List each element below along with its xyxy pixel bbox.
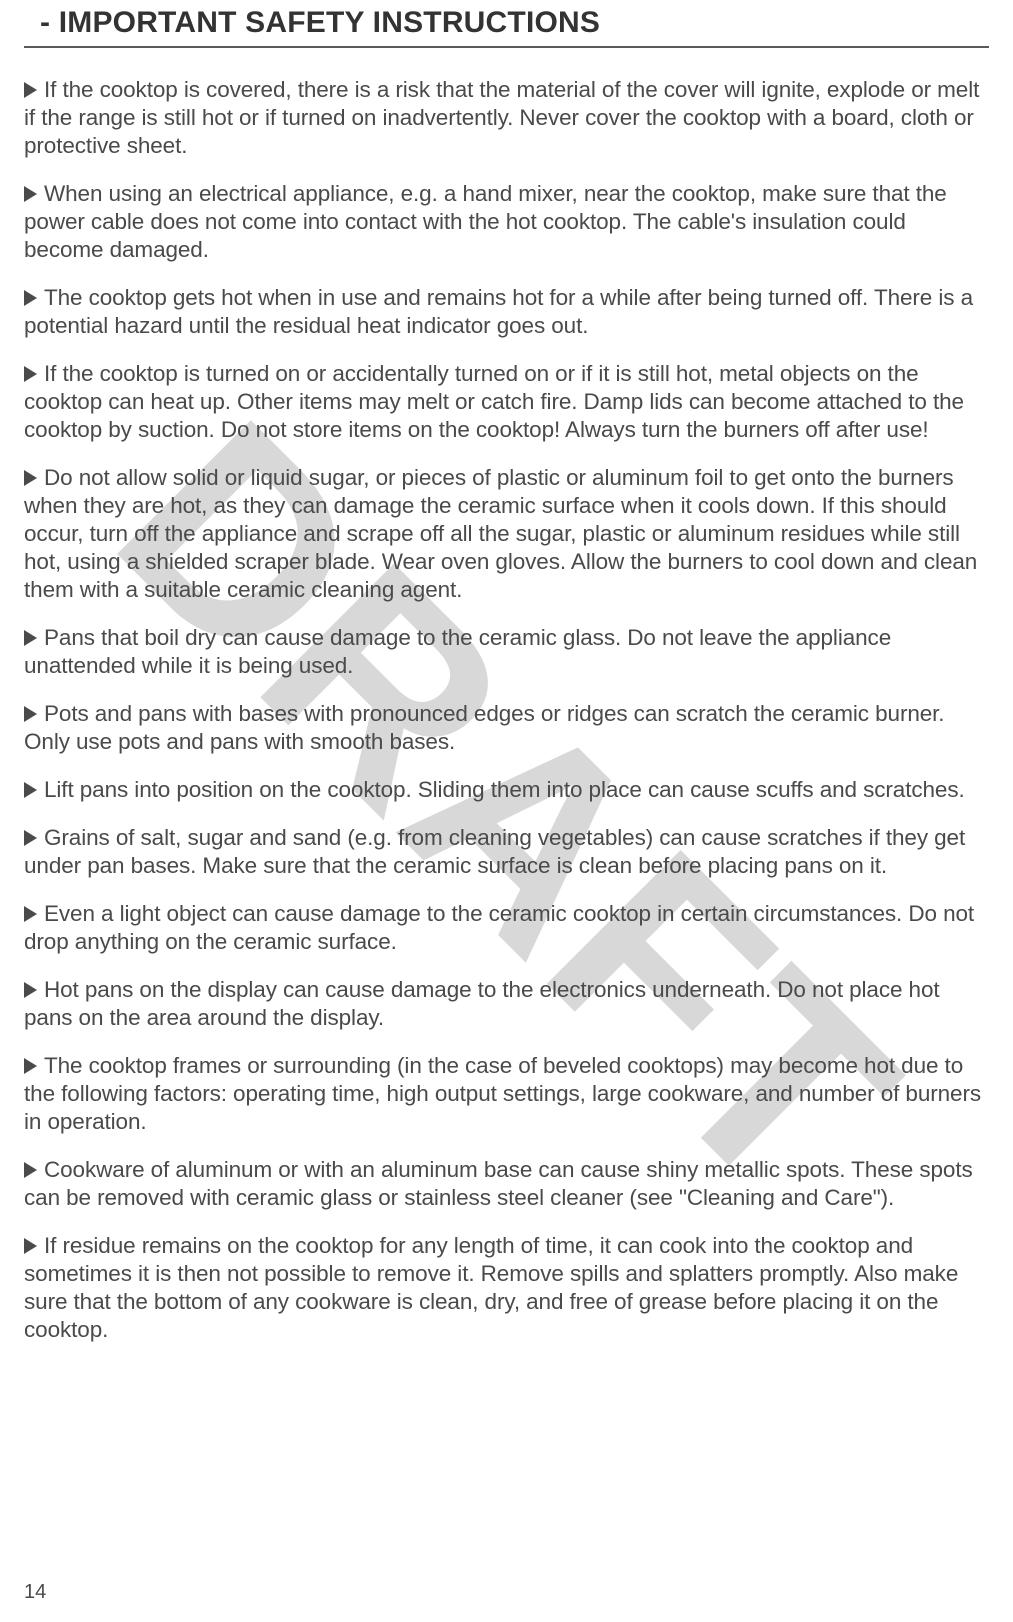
paragraph-text: Hot pans on the display can cause damage… (24, 977, 940, 1030)
content-area: - IMPORTANT SAFETY INSTRUCTIONS If the c… (24, 0, 989, 1344)
safety-paragraph: If residue remains on the cooktop for an… (24, 1232, 989, 1344)
safety-paragraph: Lift pans into position on the cooktop. … (24, 776, 989, 804)
header-row: - IMPORTANT SAFETY INSTRUCTIONS (24, 0, 989, 46)
paragraph-text: Cookware of aluminum or with an aluminum… (24, 1157, 973, 1210)
paragraph-text: Grains of salt, sugar and sand (e.g. fro… (24, 825, 965, 878)
paragraph-text: The cooktop frames or surrounding (in th… (24, 1053, 981, 1134)
paragraph-text: The cooktop gets hot when in use and rem… (24, 285, 973, 338)
triangle-bullet-icon (24, 470, 38, 486)
safety-paragraph: If the cooktop is covered, there is a ri… (24, 76, 989, 160)
paragraph-text: Even a light object can cause damage to … (24, 901, 974, 954)
triangle-bullet-icon (24, 82, 38, 98)
paragraph-text: When using an electrical appliance, e.g.… (24, 181, 947, 262)
paragraph-text: Do not allow solid or liquid sugar, or p… (24, 465, 977, 602)
paragraph-text: If the cooktop is turned on or accidenta… (24, 361, 964, 442)
triangle-bullet-icon (24, 982, 38, 998)
paragraph-text: If residue remains on the cooktop for an… (24, 1233, 958, 1342)
safety-paragraph: Even a light object can cause damage to … (24, 900, 989, 956)
safety-paragraph: When using an electrical appliance, e.g.… (24, 180, 989, 264)
paragraph-text: Pans that boil dry can cause damage to t… (24, 625, 891, 678)
paragraph-list: If the cooktop is covered, there is a ri… (24, 48, 989, 1344)
safety-paragraph: The cooktop frames or surrounding (in th… (24, 1052, 989, 1136)
safety-paragraph: Cookware of aluminum or with an aluminum… (24, 1156, 989, 1212)
triangle-bullet-icon (24, 290, 38, 306)
paragraph-text: Lift pans into position on the cooktop. … (44, 777, 965, 802)
triangle-bullet-icon (24, 186, 38, 202)
safety-paragraph: If the cooktop is turned on or accidenta… (24, 360, 989, 444)
triangle-bullet-icon (24, 366, 38, 382)
triangle-bullet-icon (24, 706, 38, 722)
safety-paragraph: Grains of salt, sugar and sand (e.g. fro… (24, 824, 989, 880)
triangle-bullet-icon (24, 906, 38, 922)
safety-paragraph: Do not allow solid or liquid sugar, or p… (24, 464, 989, 604)
triangle-bullet-icon (24, 830, 38, 846)
triangle-bullet-icon (24, 1162, 38, 1178)
triangle-bullet-icon (24, 1058, 38, 1074)
paragraph-text: Pots and pans with bases with pronounced… (24, 701, 944, 754)
page-title: - IMPORTANT SAFETY INSTRUCTIONS (40, 6, 989, 40)
safety-paragraph: The cooktop gets hot when in use and rem… (24, 284, 989, 340)
page-container: DRAFT - IMPORTANT SAFETY INSTRUCTIONS If… (0, 0, 1013, 1622)
paragraph-text: If the cooktop is covered, there is a ri… (24, 77, 979, 158)
safety-paragraph: Pans that boil dry can cause damage to t… (24, 624, 989, 680)
triangle-bullet-icon (24, 1238, 38, 1254)
triangle-bullet-icon (24, 630, 38, 646)
safety-paragraph: Hot pans on the display can cause damage… (24, 976, 989, 1032)
page-number: 14 (24, 1581, 46, 1604)
triangle-bullet-icon (24, 782, 38, 798)
safety-paragraph: Pots and pans with bases with pronounced… (24, 700, 989, 756)
